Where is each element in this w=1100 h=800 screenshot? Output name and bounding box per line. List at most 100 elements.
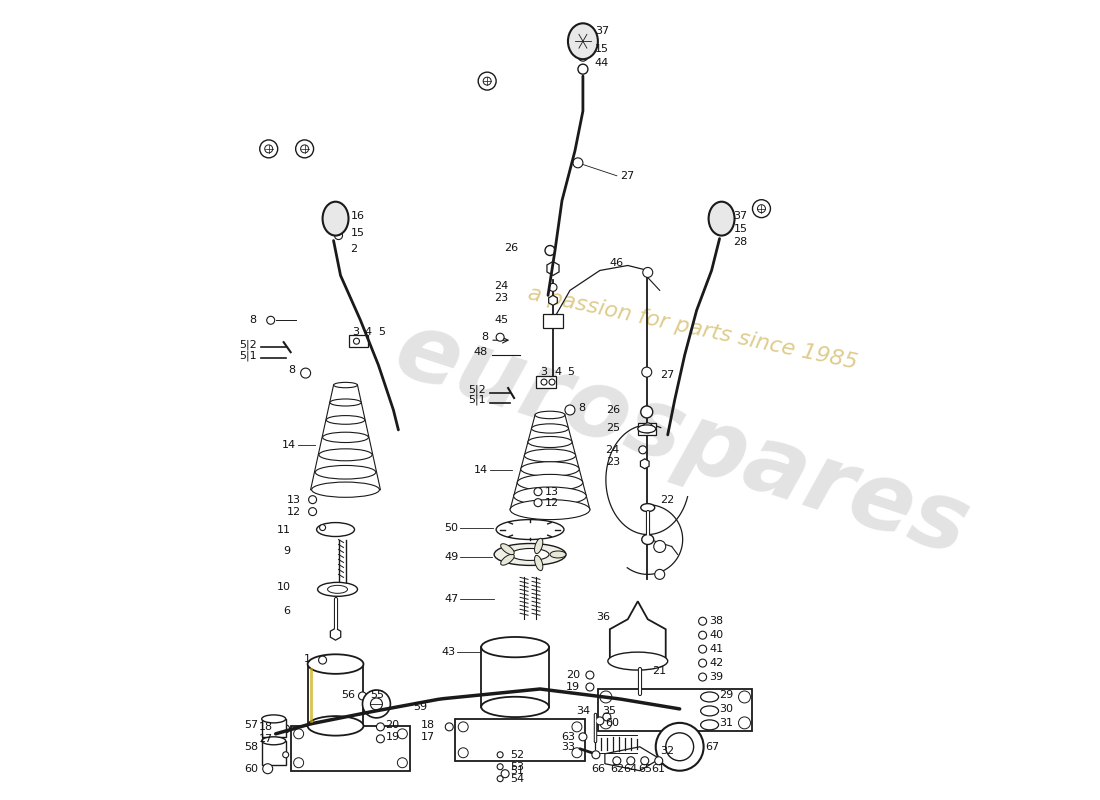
Text: 56: 56	[341, 690, 355, 700]
Text: 27: 27	[619, 170, 634, 181]
Circle shape	[549, 379, 556, 385]
Text: 44: 44	[595, 58, 609, 68]
Text: 3: 3	[352, 327, 359, 338]
Circle shape	[565, 405, 575, 415]
Bar	[638, 423, 656, 435]
Text: eurospares: eurospares	[383, 304, 980, 576]
Ellipse shape	[319, 449, 372, 461]
Circle shape	[300, 368, 310, 378]
Circle shape	[641, 757, 649, 765]
Text: 1: 1	[304, 654, 310, 664]
Ellipse shape	[512, 549, 549, 561]
Ellipse shape	[322, 202, 349, 235]
Circle shape	[698, 645, 706, 653]
Text: 16: 16	[351, 210, 364, 221]
Bar	[536, 376, 556, 388]
Circle shape	[586, 683, 594, 691]
Bar	[598, 689, 752, 731]
Text: 45: 45	[494, 315, 508, 326]
Text: 40: 40	[710, 630, 724, 640]
Text: 19: 19	[385, 732, 399, 742]
Text: 46: 46	[609, 258, 624, 269]
Circle shape	[334, 231, 342, 239]
Circle shape	[592, 750, 600, 758]
Text: 23: 23	[606, 457, 619, 466]
Circle shape	[641, 406, 652, 418]
Ellipse shape	[514, 487, 586, 505]
Text: 17: 17	[421, 732, 436, 742]
Text: 17: 17	[258, 734, 273, 744]
Ellipse shape	[531, 424, 569, 433]
Circle shape	[698, 631, 706, 639]
Ellipse shape	[535, 555, 542, 570]
Bar	[349, 335, 368, 347]
Circle shape	[283, 752, 288, 758]
Text: 26: 26	[504, 242, 518, 253]
Ellipse shape	[608, 652, 668, 670]
Text: 60: 60	[244, 764, 258, 774]
Text: 4: 4	[554, 367, 561, 377]
Circle shape	[642, 267, 652, 278]
Circle shape	[483, 77, 491, 85]
Ellipse shape	[316, 466, 376, 479]
Ellipse shape	[317, 522, 354, 537]
Circle shape	[698, 659, 706, 667]
Text: 2: 2	[351, 243, 358, 254]
Circle shape	[353, 338, 360, 344]
Text: 5: 5	[378, 327, 385, 338]
Bar	[262, 719, 286, 737]
Circle shape	[738, 691, 750, 703]
Text: 59: 59	[414, 702, 428, 712]
Circle shape	[496, 334, 504, 342]
Ellipse shape	[568, 23, 598, 59]
Text: 37: 37	[595, 26, 609, 36]
Circle shape	[666, 733, 694, 761]
Circle shape	[282, 725, 289, 733]
Text: 8: 8	[578, 403, 585, 413]
Text: 35: 35	[602, 706, 616, 716]
Circle shape	[534, 488, 542, 496]
Text: 67: 67	[705, 742, 719, 752]
Text: 50: 50	[444, 522, 459, 533]
Text: 31: 31	[719, 718, 734, 728]
Ellipse shape	[308, 654, 363, 674]
Ellipse shape	[500, 544, 514, 554]
Text: 42: 42	[710, 658, 724, 668]
Ellipse shape	[481, 637, 549, 658]
Polygon shape	[640, 458, 649, 469]
Text: 13: 13	[287, 494, 300, 505]
Ellipse shape	[641, 534, 653, 545]
Text: 13: 13	[544, 486, 559, 497]
Circle shape	[300, 145, 309, 153]
Text: 11: 11	[277, 525, 290, 534]
Text: 32: 32	[660, 746, 674, 756]
Ellipse shape	[262, 737, 286, 745]
Ellipse shape	[311, 482, 379, 498]
Circle shape	[758, 205, 766, 213]
Circle shape	[541, 379, 547, 385]
Ellipse shape	[327, 415, 365, 424]
Circle shape	[572, 722, 582, 732]
Circle shape	[265, 145, 273, 153]
Text: 28: 28	[734, 237, 748, 246]
Circle shape	[359, 692, 366, 700]
Polygon shape	[605, 746, 660, 770]
Polygon shape	[330, 628, 341, 640]
Text: 36: 36	[596, 612, 609, 622]
Ellipse shape	[701, 706, 718, 716]
Text: 15: 15	[734, 223, 748, 234]
Text: 49: 49	[444, 553, 459, 562]
Polygon shape	[549, 295, 558, 306]
Ellipse shape	[517, 474, 583, 490]
Text: 66: 66	[591, 764, 605, 774]
Text: 61: 61	[651, 764, 666, 774]
Text: 22: 22	[660, 494, 674, 505]
Text: 60: 60	[605, 718, 619, 728]
Text: 23: 23	[494, 294, 508, 303]
Text: 14: 14	[474, 465, 488, 474]
Ellipse shape	[318, 582, 358, 596]
Ellipse shape	[701, 720, 718, 730]
Circle shape	[319, 656, 327, 664]
Circle shape	[738, 717, 750, 729]
Text: 54: 54	[510, 774, 525, 784]
